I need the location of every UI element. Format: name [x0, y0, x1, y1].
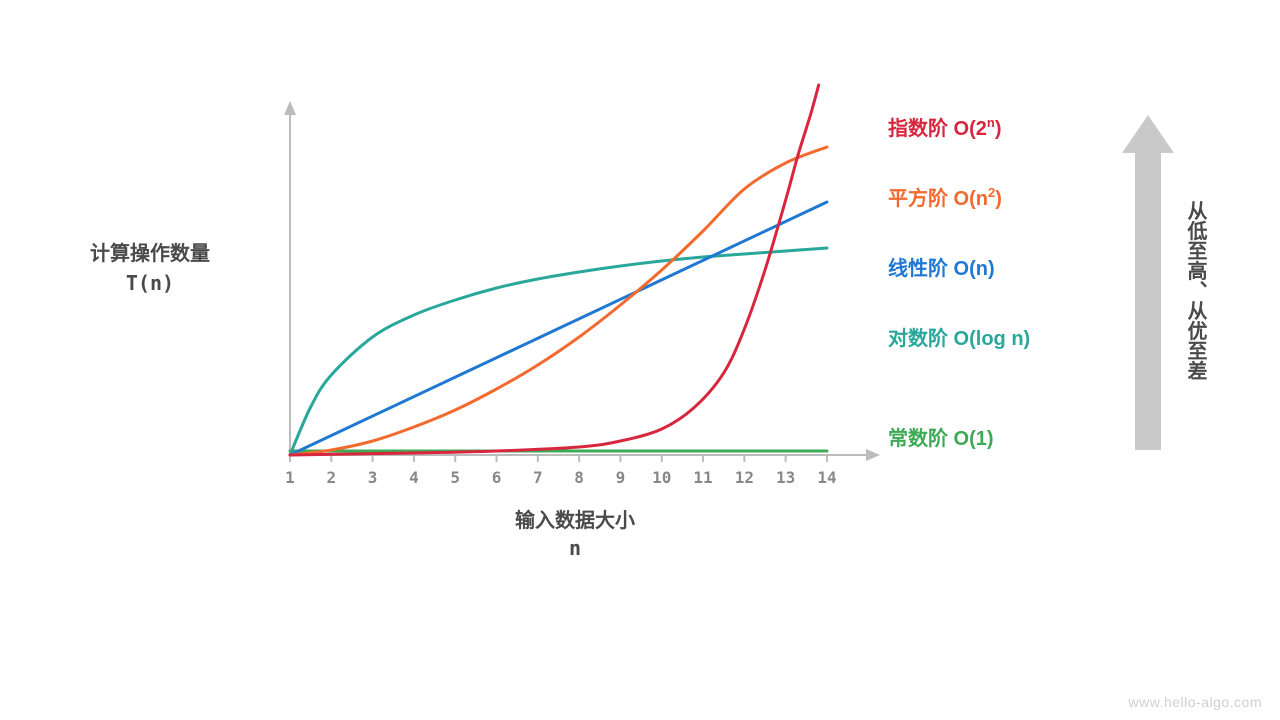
- legend-item: 常数阶 O(1): [888, 426, 994, 450]
- x-tick-label: 1: [285, 468, 295, 487]
- x-tick-label: 13: [776, 468, 795, 487]
- x-tick-label: 2: [326, 468, 336, 487]
- series-exponential: [290, 85, 819, 455]
- x-tick-label: 4: [409, 468, 419, 487]
- x-tick-label: 5: [450, 468, 460, 487]
- legend-item: 对数阶 O(log n): [888, 326, 1030, 350]
- legend-item: 指数阶 O(2n): [888, 115, 1002, 140]
- x-tick-label: 12: [735, 468, 754, 487]
- x-tick-label: 8: [574, 468, 584, 487]
- ranking-arrow-icon: [1122, 115, 1174, 450]
- x-tick-label: 9: [616, 468, 626, 487]
- x-tick-label: 6: [492, 468, 502, 487]
- complexity-chart: 1234567891011121314输入数据大小n计算操作数量T(n)指数阶 …: [0, 0, 1280, 720]
- legend-item: 平方阶 O(n2): [888, 185, 1002, 210]
- watermark: www.hello-algo.com: [1129, 694, 1263, 710]
- y-axis-label-1: 计算操作数量: [90, 241, 210, 265]
- x-tick-label: 3: [368, 468, 378, 487]
- series-linear: [290, 202, 827, 455]
- y-axis-label-2: T(n): [126, 271, 174, 295]
- series-quadratic: [290, 147, 827, 455]
- ranking-arrow-label: 从低至高、从优至差: [1184, 200, 1208, 380]
- x-tick-label: 14: [817, 468, 836, 487]
- x-tick-label: 7: [533, 468, 543, 487]
- legend-item: 线性阶 O(n): [888, 256, 995, 280]
- x-axis-label-2: n: [569, 536, 581, 560]
- x-tick-label: 11: [693, 468, 712, 487]
- x-axis-label-1: 输入数据大小: [515, 508, 635, 532]
- x-tick-label: 10: [652, 468, 671, 487]
